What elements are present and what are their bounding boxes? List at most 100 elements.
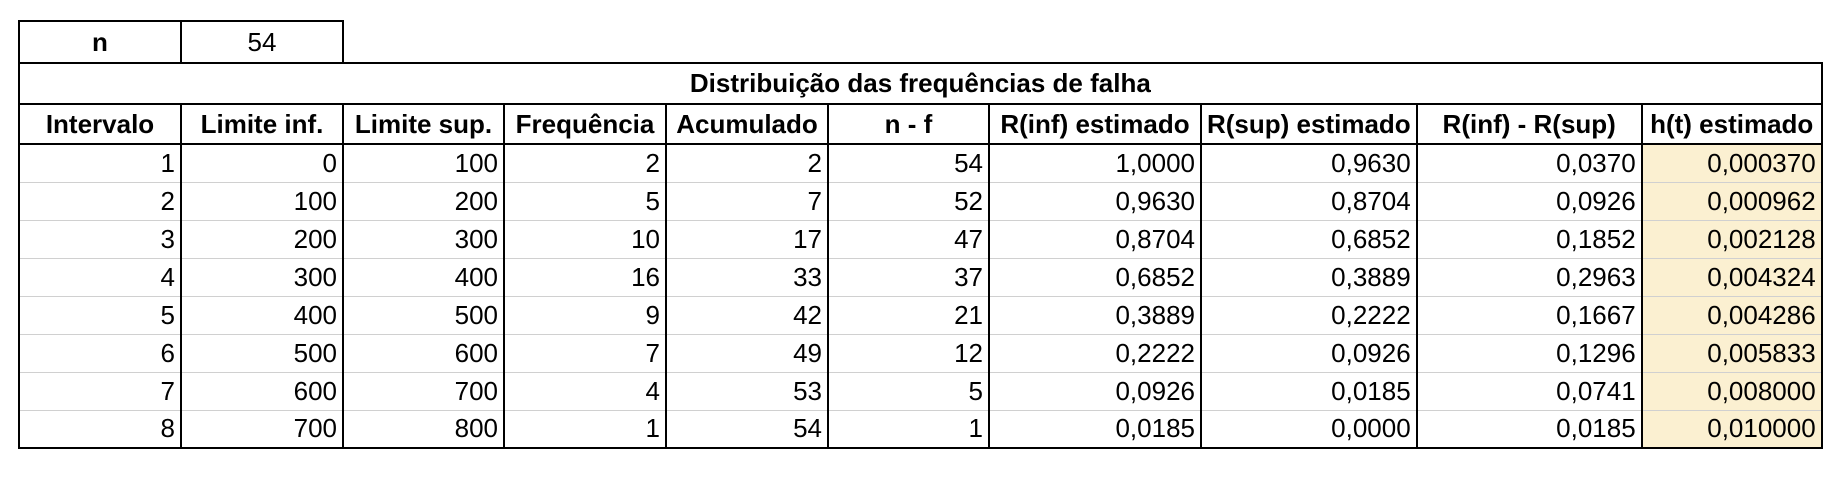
cell-r-diff[interactable]: 0,1667 [1415, 296, 1643, 335]
table-row: 6 500 600 7 49 12 0,2222 0,0926 0,1296 0,005833 [18, 334, 1823, 373]
cell-limite-sup[interactable]: 300 [342, 220, 505, 259]
cell-limite-inf[interactable]: 700 [180, 410, 344, 449]
cell-r-inf[interactable]: 0,8704 [988, 220, 1202, 259]
header-r-inf[interactable]: R(inf) estimado [988, 103, 1202, 145]
cell-intervalo[interactable]: 3 [18, 220, 182, 259]
cell-limite-inf[interactable]: 200 [180, 220, 344, 259]
cell-h-t[interactable]: 0,005833 [1640, 334, 1823, 373]
cell-limite-inf[interactable]: 100 [180, 182, 344, 221]
cell-intervalo[interactable]: 8 [18, 410, 182, 449]
cell-n-f[interactable]: 5 [827, 372, 990, 411]
cell-frequencia[interactable]: 1 [503, 410, 667, 449]
cell-limite-inf[interactable]: 500 [180, 334, 344, 373]
table-row: 8 700 800 1 54 1 0,0185 0,0000 0,0185 0,010000 [18, 410, 1823, 449]
cell-acumulado[interactable]: 42 [665, 296, 829, 335]
cell-n-f[interactable]: 37 [827, 258, 990, 297]
cell-intervalo[interactable]: 5 [18, 296, 182, 335]
header-r-sup[interactable]: R(sup) estimado [1200, 103, 1418, 145]
cell-h-t[interactable]: 0,008000 [1640, 372, 1823, 411]
cell-frequencia[interactable]: 9 [503, 296, 667, 335]
cell-limite-inf[interactable]: 0 [180, 144, 344, 183]
cell-limite-sup[interactable]: 200 [342, 182, 505, 221]
cell-r-sup[interactable]: 0,0000 [1200, 410, 1418, 449]
cell-r-inf[interactable]: 0,3889 [988, 296, 1202, 335]
header-intervalo[interactable]: Intervalo [18, 103, 182, 145]
header-row: Intervalo Limite inf. Limite sup. Frequê… [18, 103, 1823, 145]
cell-frequencia[interactable]: 10 [503, 220, 667, 259]
cell-r-inf[interactable]: 1,0000 [988, 144, 1202, 183]
header-acumulado[interactable]: Acumulado [665, 103, 829, 145]
cell-h-t[interactable]: 0,000370 [1640, 144, 1823, 183]
cell-n-f[interactable]: 21 [827, 296, 990, 335]
cell-n-f[interactable]: 12 [827, 334, 990, 373]
cell-h-t[interactable]: 0,004324 [1640, 258, 1823, 297]
table-row: 5 400 500 9 42 21 0,3889 0,2222 0,1667 0,004286 [18, 296, 1823, 335]
cell-r-diff[interactable]: 0,0185 [1415, 410, 1643, 449]
cell-intervalo[interactable]: 6 [18, 334, 182, 373]
cell-limite-sup[interactable]: 700 [342, 372, 505, 411]
cell-frequencia[interactable]: 5 [503, 182, 667, 221]
cell-r-sup[interactable]: 0,6852 [1200, 220, 1418, 259]
header-h-t[interactable]: h(t) estimado [1640, 103, 1823, 145]
cell-r-inf[interactable]: 0,2222 [988, 334, 1202, 373]
cell-r-sup[interactable]: 0,0185 [1200, 372, 1418, 411]
n-label[interactable]: n [18, 20, 182, 64]
header-frequencia[interactable]: Frequência [503, 103, 667, 145]
frequency-table: Distribuição das frequências de falha In… [18, 62, 1823, 449]
table-row: 3 200 300 10 17 47 0,8704 0,6852 0,1852 0,002128 [18, 220, 1823, 259]
cell-limite-sup[interactable]: 600 [342, 334, 505, 373]
cell-frequencia[interactable]: 2 [503, 144, 667, 183]
cell-r-sup[interactable]: 0,8704 [1200, 182, 1418, 221]
cell-acumulado[interactable]: 7 [665, 182, 829, 221]
cell-r-inf[interactable]: 0,6852 [988, 258, 1202, 297]
cell-r-sup[interactable]: 0,3889 [1200, 258, 1418, 297]
cell-r-inf[interactable]: 0,0926 [988, 372, 1202, 411]
table-row: 4 300 400 16 33 37 0,6852 0,3889 0,2963 0,004324 [18, 258, 1823, 297]
cell-limite-inf[interactable]: 400 [180, 296, 344, 335]
cell-r-diff[interactable]: 0,0370 [1415, 144, 1643, 183]
cell-limite-inf[interactable]: 300 [180, 258, 344, 297]
cell-r-diff[interactable]: 0,1296 [1415, 334, 1643, 373]
cell-n-f[interactable]: 52 [827, 182, 990, 221]
cell-r-sup[interactable]: 0,0926 [1200, 334, 1418, 373]
cell-frequencia[interactable]: 7 [503, 334, 667, 373]
cell-intervalo[interactable]: 1 [18, 144, 182, 183]
cell-limite-sup[interactable]: 800 [342, 410, 505, 449]
cell-intervalo[interactable]: 4 [18, 258, 182, 297]
cell-r-sup[interactable]: 0,2222 [1200, 296, 1418, 335]
cell-limite-inf[interactable]: 600 [180, 372, 344, 411]
cell-r-inf[interactable]: 0,0185 [988, 410, 1202, 449]
cell-acumulado[interactable]: 17 [665, 220, 829, 259]
cell-r-sup[interactable]: 0,9630 [1200, 144, 1418, 183]
header-limite-sup[interactable]: Limite sup. [342, 103, 505, 145]
header-n-f[interactable]: n - f [827, 103, 990, 145]
cell-r-inf[interactable]: 0,9630 [988, 182, 1202, 221]
cell-r-diff[interactable]: 0,2963 [1415, 258, 1643, 297]
cell-h-t[interactable]: 0,010000 [1640, 410, 1823, 449]
header-limite-inf[interactable]: Limite inf. [180, 103, 344, 145]
header-r-diff[interactable]: R(inf) - R(sup) [1415, 103, 1643, 145]
cell-intervalo[interactable]: 2 [18, 182, 182, 221]
cell-frequencia[interactable]: 16 [503, 258, 667, 297]
n-value[interactable]: 54 [180, 20, 344, 64]
cell-intervalo[interactable]: 7 [18, 372, 182, 411]
cell-limite-sup[interactable]: 100 [342, 144, 505, 183]
cell-n-f[interactable]: 54 [827, 144, 990, 183]
cell-acumulado[interactable]: 33 [665, 258, 829, 297]
cell-n-f[interactable]: 1 [827, 410, 990, 449]
cell-h-t[interactable]: 0,000962 [1640, 182, 1823, 221]
cell-r-diff[interactable]: 0,1852 [1415, 220, 1643, 259]
cell-acumulado[interactable]: 49 [665, 334, 829, 373]
cell-limite-sup[interactable]: 400 [342, 258, 505, 297]
cell-r-diff[interactable]: 0,0926 [1415, 182, 1643, 221]
cell-acumulado[interactable]: 54 [665, 410, 829, 449]
cell-h-t[interactable]: 0,004286 [1640, 296, 1823, 335]
table-row: 1 0 100 2 2 54 1,0000 0,9630 0,0370 0,000370 [18, 144, 1823, 183]
cell-acumulado[interactable]: 53 [665, 372, 829, 411]
cell-r-diff[interactable]: 0,0741 [1415, 372, 1643, 411]
cell-h-t[interactable]: 0,002128 [1640, 220, 1823, 259]
cell-frequencia[interactable]: 4 [503, 372, 667, 411]
cell-acumulado[interactable]: 2 [665, 144, 829, 183]
cell-limite-sup[interactable]: 500 [342, 296, 505, 335]
cell-n-f[interactable]: 47 [827, 220, 990, 259]
